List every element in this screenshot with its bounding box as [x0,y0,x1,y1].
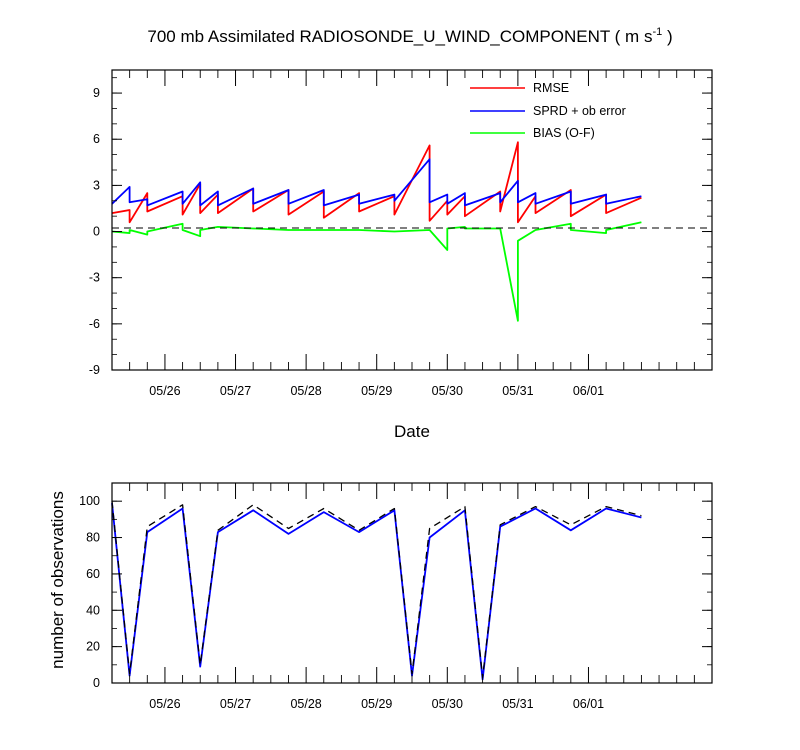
top-frame [111,69,713,371]
x-tick-label: 05/30 [432,384,463,398]
y-tick-label: 20 [86,640,100,654]
x-tick-label: 05/31 [502,384,533,398]
legend-sprd-label: SPRD + ob error [533,104,626,118]
series-line-observations-total [111,501,642,679]
x-tick-label: 06/01 [573,384,604,398]
y-tick-label: 100 [79,494,100,508]
x-tick-label: 05/27 [220,697,251,711]
bottom-frame [111,482,713,684]
legend: RMSE SPRD + ob error BIAS (O-F) [470,81,626,140]
series-line-bias-o-f [111,221,642,322]
bottom-series-group [111,501,642,681]
bottom-ticks: 100 80 60 40 20 0 05/26 05/27 05/28 05/29 05/30 05/… [79,482,713,711]
y-tick-label: -3 [89,271,100,285]
legend-bias-label: BIAS (O-F) [533,126,595,140]
y-tick-label: 80 [86,531,100,545]
y-tick-label: 9 [93,86,100,100]
top-ticks: 9 6 3 0 -3 -6 -9 05/26 05/27 05/28 05/29 05/30 05/31… [89,70,713,398]
y-tick-label: 3 [93,178,100,192]
legend-rmse-label: RMSE [533,81,569,95]
y-axis-title-observations: number of observations [48,491,67,669]
top-series-group [111,141,642,322]
x-tick-label: 05/26 [149,697,180,711]
top-panel: 9 6 3 0 -3 -6 -9 05/26 05/27 05/28 05/29 05/30 05/31… [89,69,713,441]
series-line-observations-used [111,502,642,681]
series-line-sprd-ob-error [111,158,642,207]
y-tick-label: -6 [89,317,100,331]
y-tick-label: 60 [86,567,100,581]
x-tick-label: 06/01 [573,697,604,711]
x-tick-label: 05/29 [361,384,392,398]
chart-title: 700 mb Assimilated RADIOSONDE_U_WIND_COM… [147,26,672,46]
x-tick-label: 05/30 [432,697,463,711]
x-tick-label: 05/28 [290,697,321,711]
bottom-panel: 100 80 60 40 20 0 05/26 05/27 05/28 05/29 05/30 05/… [48,482,713,711]
x-tick-label: 05/31 [502,697,533,711]
y-tick-label: -9 [89,363,100,377]
y-tick-label: 0 [93,676,100,690]
y-tick-label: 40 [86,603,100,617]
x-tick-label: 05/28 [290,384,321,398]
x-tick-label: 05/29 [361,697,392,711]
x-tick-label: 05/27 [220,384,251,398]
series-line-rmse [111,141,642,224]
y-tick-label: 6 [93,132,100,146]
y-tick-label: 0 [93,225,100,239]
x-tick-label: 05/26 [149,384,180,398]
x-axis-title: Date [394,422,430,441]
